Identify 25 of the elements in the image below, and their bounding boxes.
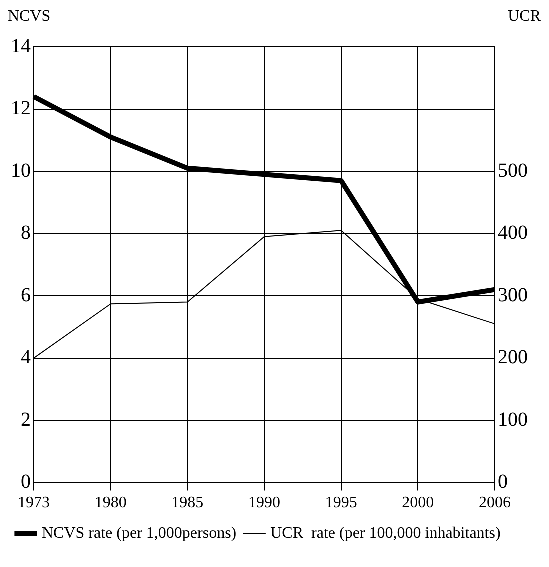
y2-axis-title: UCR [508, 8, 541, 27]
y2-tick-label: 400 [498, 222, 528, 244]
y-tick-label: 12 [11, 98, 31, 120]
y2-tick-label: 200 [498, 346, 528, 369]
y-tick-label: 14 [11, 35, 31, 58]
y-tick-label: 0 [21, 471, 31, 494]
x-tick-label: 1995 [325, 494, 358, 512]
y-axis-title: NCVS [8, 8, 51, 27]
y2-tick-label: 0 [498, 471, 508, 494]
y-tick-label: 2 [21, 408, 31, 431]
y2-tick-label: 300 [498, 284, 528, 306]
y2-tick-label: 500 [498, 160, 528, 182]
y-tick-label: 8 [21, 222, 31, 244]
legend-label: NCVS rate (per 1,000persons) [42, 525, 237, 542]
x-tick-label: 1985 [172, 494, 204, 512]
legend-label: UCR rate (per 100,000 inhabitants) [270, 525, 501, 542]
x-tick-label: 1990 [248, 494, 280, 512]
y-tick-label: 10 [11, 160, 31, 182]
y2-tick-label: 100 [498, 408, 528, 431]
x-tick-label: 1980 [94, 494, 127, 512]
y-tick-label: 4 [21, 346, 31, 369]
x-tick-label: 1973 [18, 494, 50, 512]
x-tick-label: 2006 [479, 494, 511, 512]
x-tick-label: 2000 [402, 494, 434, 512]
y-tick-label: 6 [21, 284, 31, 306]
